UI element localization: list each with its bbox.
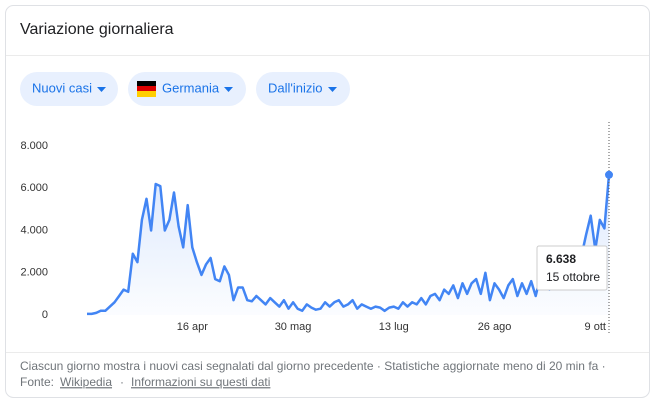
x-tick-label: 13 lug [379, 321, 409, 333]
plot: 0 2.000 4.000 6.000 8.000 16 apr 30 mag 13 lug 2… [20, 122, 613, 333]
dropdown-arrow[interactable] [224, 87, 233, 92]
y-tick-label: 2.000 [20, 267, 48, 279]
card [5, 5, 650, 398]
chip-label[interactable]: Germania [162, 80, 220, 95]
chip-label[interactable]: Dall'inizio [268, 80, 323, 95]
flag-stripe [137, 81, 156, 87]
flag-stripe [137, 86, 156, 92]
flag-stripe [137, 91, 156, 97]
footer-note: Ciascun giorno mostra i nuovi casi segna… [20, 359, 606, 373]
x-tick-label: 9 ott [585, 321, 606, 333]
title: Variazione giornaliera [20, 21, 174, 38]
chip[interactable]: Nuovi casi [20, 72, 118, 106]
chip[interactable]: Germania [128, 72, 246, 106]
chip-label[interactable]: Nuovi casi [32, 80, 92, 95]
tooltip-value: 6.638 [546, 252, 576, 266]
y-tick-label: 0 [42, 309, 48, 321]
chip-bg[interactable] [256, 72, 350, 106]
info-link[interactable]: Informazioni su questi dati [131, 375, 270, 389]
chip-bg[interactable] [20, 72, 118, 106]
x-tick-label: 26 ago [478, 321, 512, 333]
separator: · [120, 375, 124, 389]
y-tick-label: 6.000 [20, 182, 48, 194]
x-tick-label: 30 mag [275, 321, 312, 333]
tooltip [536, 245, 608, 291]
hover-dot [605, 170, 613, 179]
dropdown-arrow[interactable] [97, 87, 106, 92]
chip[interactable]: Dall'inizio [256, 72, 350, 106]
dropdown-arrow[interactable] [328, 87, 337, 92]
source-label: Fonte: [20, 375, 54, 389]
tooltip-date: 15 ottobre [546, 270, 600, 284]
y-tick-label: 8.000 [20, 140, 48, 152]
source-link[interactable]: Wikipedia [60, 375, 112, 389]
y-tick-label: 4.000 [20, 224, 48, 236]
x-tick-label: 16 apr [177, 321, 209, 333]
chip-bg[interactable] [128, 72, 246, 106]
line [87, 174, 611, 316]
